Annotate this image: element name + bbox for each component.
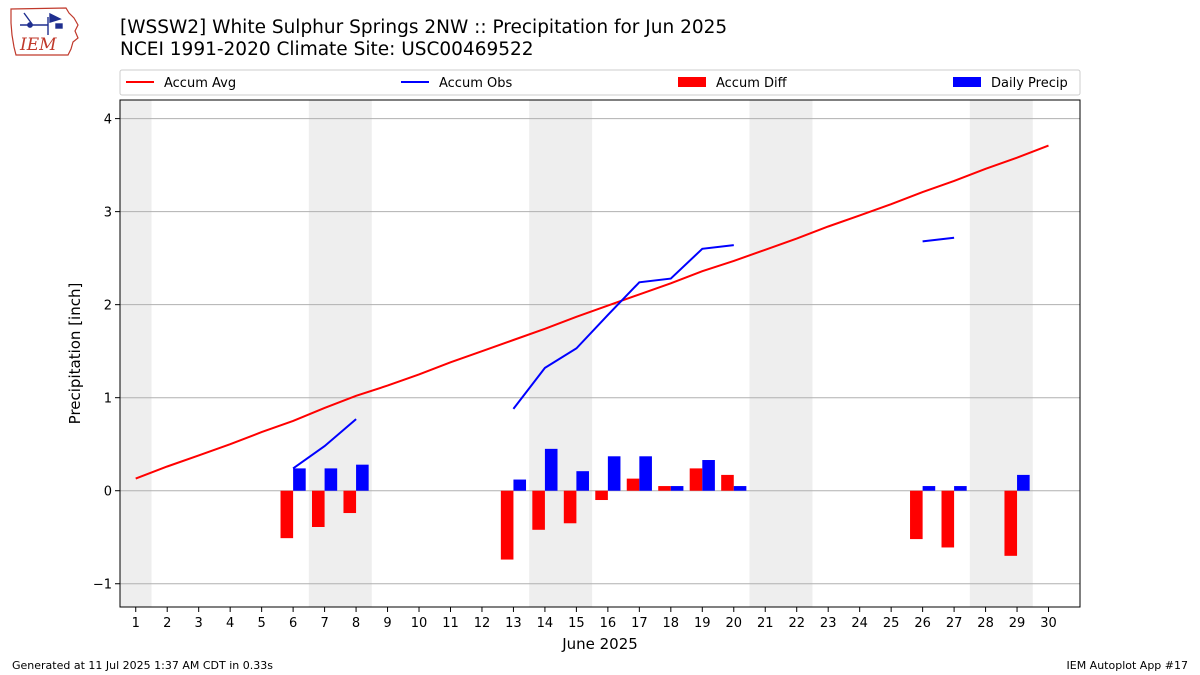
accum-diff-bar (910, 490, 923, 540)
y-axis-label: Precipitation [inch] (66, 283, 84, 425)
x-tick-label: 28 (977, 616, 994, 631)
accum-diff-bar (500, 490, 514, 560)
weather-station-icon (20, 12, 63, 35)
x-tick-label: 14 (537, 616, 554, 631)
legend-label: Accum Diff (716, 76, 788, 91)
accum-diff-bar (343, 490, 357, 514)
daily-precip-bar (513, 479, 527, 491)
x-tick-label: 26 (914, 616, 931, 631)
accum-diff-bar (721, 474, 734, 491)
x-tick-label: 29 (1009, 616, 1026, 631)
x-tick-label: 27 (946, 616, 963, 631)
legend-swatch (953, 77, 981, 87)
daily-precip-bar (607, 456, 621, 491)
y-tick-label: 0 (104, 485, 112, 500)
daily-precip-bar (639, 456, 652, 491)
x-tick-label: 4 (226, 616, 234, 631)
y-tick-label: 2 (104, 299, 112, 314)
daily-precip-bar (733, 486, 747, 491)
daily-precip-bar (356, 464, 369, 491)
daily-precip-bar (954, 486, 967, 491)
x-tick-label: 10 (411, 616, 428, 631)
accum-obs-line (512, 244, 734, 410)
grid-lines (120, 118, 1080, 585)
accum-obs-line (922, 236, 955, 243)
legend-label: Accum Avg (164, 76, 236, 91)
x-tick-label: 12 (474, 616, 491, 631)
weekend-band-4 (969, 100, 1033, 607)
daily-precip-bar (576, 471, 589, 491)
y-axis-ticks: −1 0 1 2 3 4 (93, 113, 120, 593)
daily-precip-bar (922, 486, 936, 491)
footer-app-text: IEM Autoplot App #17 (1066, 659, 1189, 672)
accum-diff-bar (941, 490, 955, 548)
legend-label: Accum Obs (439, 76, 512, 91)
weekend-band-1 (308, 100, 372, 607)
weekend-band-2 (529, 100, 593, 607)
accum-diff-bar (532, 490, 545, 530)
weekend-bands (120, 100, 1033, 607)
x-tick-label: 23 (820, 616, 837, 631)
daily-precip-bar (293, 468, 306, 491)
x-tick-label: 9 (383, 616, 391, 631)
series-lines (135, 144, 1049, 480)
y-tick-label: 4 (104, 113, 112, 128)
x-tick-label: 3 (195, 616, 203, 631)
x-tick-label: 1 (132, 616, 140, 631)
x-tick-label: 30 (1040, 616, 1057, 631)
accum-diff-bar (280, 490, 294, 539)
x-tick-label: 15 (568, 616, 585, 631)
daily-precip-bar (1017, 474, 1030, 491)
weekend-band-0 (120, 100, 152, 607)
x-tick-label: 13 (505, 616, 522, 631)
accum-diff-bar (626, 478, 640, 491)
accum-diff-bar (658, 486, 671, 491)
x-tick-label: 17 (631, 616, 648, 631)
bars (280, 448, 1030, 560)
logo-text: IEM (19, 35, 57, 55)
x-tick-label: 24 (851, 616, 868, 631)
daily-precip-bar (544, 448, 558, 491)
daily-precip-bar (702, 460, 715, 491)
plot-frame (119, 99, 1081, 608)
chart-title: [WSSW2] White Sulphur Springs 2NW :: Pre… (120, 17, 728, 38)
x-tick-label: 19 (694, 616, 711, 631)
accum-diff-bar (689, 468, 703, 491)
y-tick-label: 3 (104, 206, 112, 221)
x-tick-label: 16 (600, 616, 617, 631)
x-tick-label: 25 (883, 616, 900, 631)
legend-box (119, 69, 1081, 96)
x-axis-label: June 2025 (561, 635, 638, 653)
x-tick-label: 18 (663, 616, 680, 631)
accum-diff-bar (312, 490, 325, 527)
accum-diff-bar (595, 490, 608, 501)
y-tick-label: −1 (93, 578, 112, 593)
legend: Accum Avg Accum Obs Accum Diff Daily Precip (119, 69, 1081, 96)
daily-precip-bar (324, 468, 338, 491)
iowa-outline-shape (10, 7, 79, 56)
x-tick-label: 5 (257, 616, 265, 631)
accum-diff-bar (1004, 490, 1018, 556)
x-tick-label: 22 (788, 616, 805, 631)
x-axis-ticks: 1 2 3 4 5 6 7 8 9 10 11 12 13 14 15 16 17 18 19 20 21 22 23 24 2… (132, 607, 1057, 631)
x-tick-label: 6 (289, 616, 297, 631)
weekend-band-3 (749, 100, 813, 607)
x-tick-label: 8 (352, 616, 360, 631)
iem-logo: IEM (10, 7, 79, 56)
chart-subtitle: NCEI 1991-2020 Climate Site: USC00469522 (120, 39, 534, 60)
daily-precip-bar (670, 486, 684, 491)
y-tick-label: 1 (104, 392, 112, 407)
footer-generated-text: Generated at 11 Jul 2025 1:37 AM CDT in … (12, 659, 273, 672)
accum-diff-bar (563, 490, 577, 524)
x-tick-label: 20 (725, 616, 742, 631)
x-tick-label: 21 (757, 616, 774, 631)
x-tick-label: 11 (442, 616, 459, 631)
x-tick-label: 2 (163, 616, 171, 631)
accum-obs-line (292, 418, 357, 470)
legend-label: Daily Precip (991, 76, 1068, 91)
x-tick-label: 7 (320, 616, 328, 631)
legend-swatch (678, 77, 706, 87)
accum-avg-line (135, 144, 1049, 480)
